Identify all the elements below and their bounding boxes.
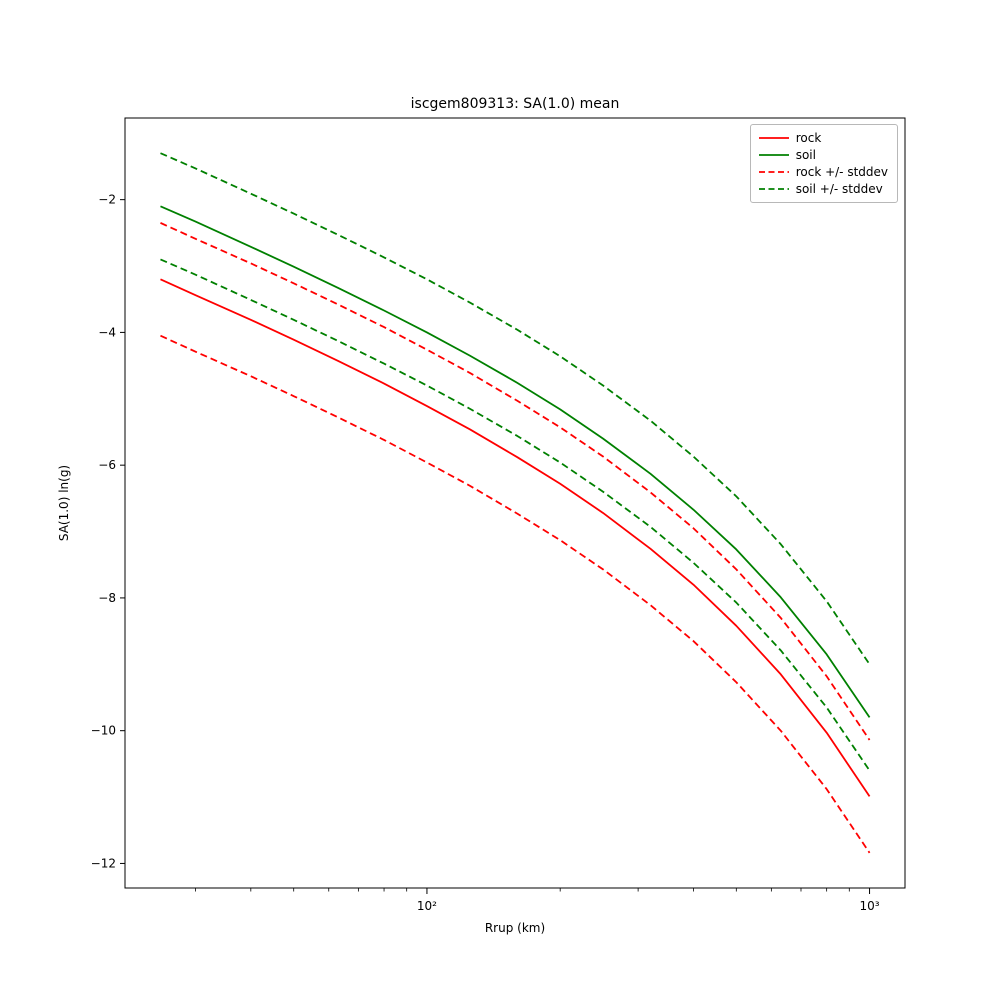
y-tick-label: −8 (98, 591, 116, 605)
series-upper-rock-stddev (160, 222, 871, 741)
axes-frame (124, 117, 906, 889)
series-line-rock (160, 278, 871, 797)
legend-label: rock (795, 131, 822, 145)
series-line-soil (160, 205, 871, 718)
series-lower-soil-stddev (160, 258, 871, 772)
series-upper-soil-stddev (160, 152, 871, 665)
y-tick-label: −6 (98, 458, 116, 472)
y-tick-label: −2 (98, 193, 116, 207)
legend-entry-soil-stddev: soil +/- stddev (758, 182, 888, 196)
legend-line-sample (758, 137, 789, 139)
legend-entry-soil: soil (758, 148, 888, 162)
legend-line-sample (758, 154, 789, 156)
legend-entry-rock: rock (758, 131, 888, 145)
legend-label: soil (795, 148, 816, 162)
legend-line-sample (758, 171, 789, 173)
y-tick-label: −10 (91, 724, 116, 738)
x-axis-label: Rrup (km) (484, 921, 546, 935)
legend-label: soil +/- stddev (795, 182, 883, 196)
legend: rock soil rock +/- stddev soil +/- stddev (749, 124, 898, 203)
series-lower-rock-stddev (160, 334, 871, 854)
legend-entry-rock-stddev: rock +/- stddev (758, 165, 888, 179)
x-tick-label: 10² (417, 899, 437, 913)
legend-label: rock +/- stddev (795, 165, 888, 179)
legend-line-sample (758, 188, 789, 190)
y-axis-label: SA(1.0) ln(g) (57, 464, 71, 542)
y-tick-label: −4 (98, 325, 116, 339)
chart-title: iscgem809313: SA(1.0) mean (410, 96, 620, 112)
x-tick-label: 10³ (860, 899, 880, 913)
y-tick-label: −12 (91, 856, 116, 870)
